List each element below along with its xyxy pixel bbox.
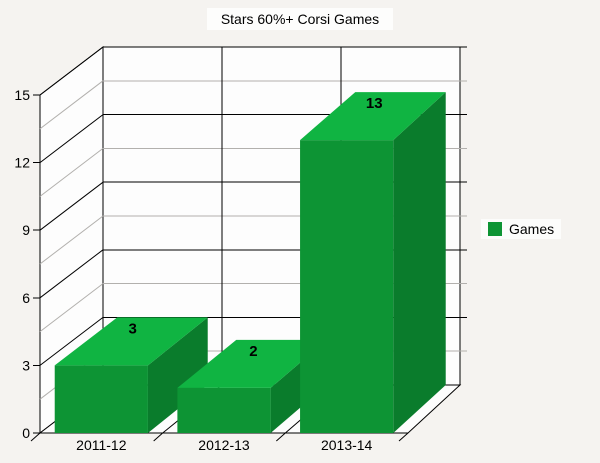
gridline-major-leftwall	[39, 181, 104, 231]
bar-top-face	[54, 317, 208, 366]
gridline-major-leftwall	[39, 249, 104, 299]
x-axis-tick	[276, 432, 286, 442]
y-axis-label: 15	[14, 87, 30, 103]
bar-value-label: 13	[366, 95, 383, 112]
legend-label-games: Games	[509, 221, 555, 237]
x-axis-tick	[30, 432, 41, 442]
gridline-minor-leftwall	[39, 283, 104, 332]
y-axis-label: 9	[22, 222, 30, 238]
gridline-major-leftwall	[39, 317, 104, 366]
x-axis-tick	[398, 432, 409, 442]
bar-front-face	[54, 365, 148, 433]
y-axis-label: 0	[22, 425, 30, 441]
chart-title-text: Stars 60%+ Corsi Games	[206, 8, 394, 30]
bar-top-face	[300, 92, 446, 141]
y-axis-label: 3	[22, 357, 30, 373]
x-axis-label: 2011-12	[76, 437, 127, 453]
gridline-minor-leftwall	[39, 148, 104, 197]
gridline-minor-leftwall	[39, 80, 104, 130]
x-axis-label: 2012-13	[198, 437, 250, 453]
gridline-major-leftwall	[39, 46, 104, 96]
chart-title: Stars 60%+ Corsi Games	[0, 8, 600, 30]
bar-front-face	[177, 387, 271, 433]
x-axis-tick	[153, 432, 163, 442]
bar-top-face	[177, 339, 327, 388]
bar-value-label: 3	[128, 320, 136, 337]
y-axis-label: 12	[14, 155, 30, 171]
gridline-minor-leftwall	[39, 215, 104, 265]
bar-side-face	[147, 317, 208, 433]
legend: Games	[481, 219, 562, 239]
legend-swatch-games	[488, 222, 502, 236]
gridline-major-leftwall	[39, 114, 104, 163]
bar-value-label: 2	[249, 343, 257, 360]
x-axis-label: 2013-14	[321, 437, 373, 453]
bar-side-face	[393, 92, 446, 434]
bar-front-face	[300, 140, 394, 434]
y-axis-label: 6	[22, 290, 30, 306]
